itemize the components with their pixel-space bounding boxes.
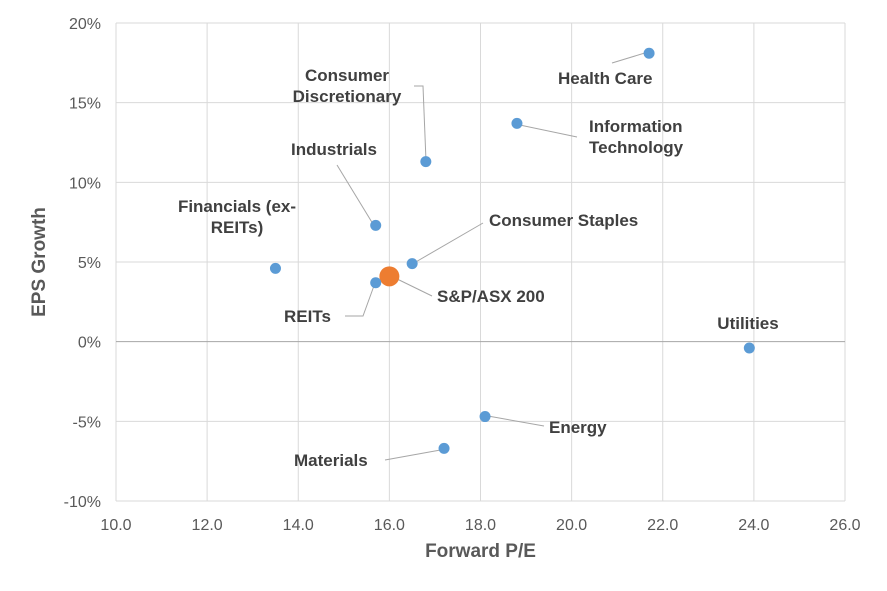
- label-energy: Energy: [549, 418, 607, 437]
- label-consumer-discretionary: Consumer Discretionary: [293, 66, 402, 106]
- x-tick-label: 16.0: [374, 517, 405, 534]
- x-tick-label: 12.0: [192, 517, 223, 534]
- label-line: Consumer: [305, 66, 389, 85]
- point-reits: [370, 277, 382, 289]
- label-reits: REITs: [284, 307, 331, 326]
- label-financials-ex-reits: Financials (ex- REITs): [178, 197, 296, 237]
- label-utilities: Utilities: [717, 314, 778, 333]
- leader-line-information-technology: [514, 123, 578, 138]
- point-s-p-asx-200: [379, 266, 400, 287]
- label-materials: Materials: [294, 451, 368, 470]
- x-tick-label: 14.0: [283, 517, 314, 534]
- label-line: Financials (ex-: [178, 197, 296, 216]
- point-industrials: [370, 219, 382, 231]
- label-line: Technology: [589, 138, 684, 157]
- leader-lines: [336, 51, 649, 461]
- label-s-p-asx-200: S&P/ASX 200: [437, 287, 545, 306]
- x-tick-label: 22.0: [647, 517, 678, 534]
- data-points: [269, 47, 755, 454]
- leader-line-energy: [487, 415, 545, 427]
- x-tick-label: 24.0: [738, 517, 769, 534]
- label-line: REITs): [211, 218, 264, 237]
- y-tick-label: 10%: [69, 175, 101, 192]
- y-tick-label: 0%: [78, 335, 101, 352]
- x-tick-label: 26.0: [829, 517, 860, 534]
- label-line: Information: [589, 117, 683, 136]
- label-information-technology: Information Technology: [589, 117, 684, 157]
- leader-line-consumer-staples: [413, 222, 484, 264]
- point-financials-ex-reits: [269, 262, 281, 274]
- leader-line-reits: [345, 282, 376, 317]
- point-energy: [479, 411, 491, 423]
- leader-line-materials: [384, 448, 447, 461]
- y-tick-label: 20%: [69, 16, 101, 33]
- label-health-care: Health Care: [558, 69, 652, 88]
- x-tick-label: 20.0: [556, 517, 587, 534]
- label-line: Discretionary: [293, 87, 402, 106]
- point-consumer-discretionary: [420, 156, 432, 168]
- point-health-care: [643, 47, 655, 59]
- label-industrials: Industrials: [291, 140, 377, 159]
- point-utilities: [743, 342, 755, 354]
- point-consumer-staples: [406, 258, 418, 270]
- y-tick-label: -10%: [64, 494, 101, 511]
- point-labels: Health Care Consumer Discretionary Informat…: [178, 66, 779, 470]
- y-axis-title: EPS Growth: [29, 207, 50, 317]
- y-tick-label: 5%: [78, 255, 101, 272]
- y-tick-label: 15%: [69, 96, 101, 113]
- x-tick-label: 18.0: [465, 517, 496, 534]
- leader-line-health-care: [611, 51, 649, 64]
- leader-line-consumer-discretionary: [414, 85, 427, 162]
- x-axis-title: Forward P/E: [425, 541, 536, 562]
- point-information-technology: [511, 117, 523, 129]
- leader-line-industrials: [336, 164, 374, 225]
- gridlines: [115, 22, 846, 502]
- tick-labels: 10.0 12.0 14.0 16.0 18.0 20.0 22.0 24.0 26.0 -10%…: [64, 16, 861, 534]
- x-tick-label: 10.0: [100, 517, 131, 534]
- y-tick-label: -5%: [73, 414, 101, 431]
- point-materials: [438, 442, 450, 454]
- label-consumer-staples: Consumer Staples: [489, 211, 638, 230]
